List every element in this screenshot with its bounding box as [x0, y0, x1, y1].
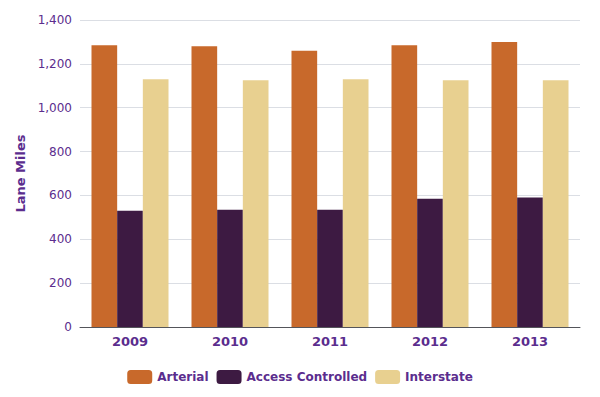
svg-text:2011: 2011 [312, 334, 348, 349]
svg-text:1,000: 1,000 [38, 101, 72, 115]
svg-text:600: 600 [49, 188, 72, 202]
svg-text:Interstate: Interstate [405, 370, 473, 384]
svg-text:400: 400 [49, 232, 72, 246]
svg-text:800: 800 [49, 145, 72, 159]
svg-text:2009: 2009 [112, 334, 148, 349]
svg-text:2013: 2013 [512, 334, 548, 349]
svg-text:Lane Miles: Lane Miles [13, 134, 28, 212]
svg-text:1,400: 1,400 [38, 13, 72, 27]
svg-text:Access Controlled: Access Controlled [247, 370, 368, 384]
svg-text:1,200: 1,200 [38, 57, 72, 71]
svg-text:Arterial: Arterial [157, 370, 208, 384]
svg-text:0: 0 [64, 320, 72, 334]
svg-text:200: 200 [49, 276, 72, 290]
svg-text:2012: 2012 [412, 334, 448, 349]
svg-text:2010: 2010 [212, 334, 248, 349]
